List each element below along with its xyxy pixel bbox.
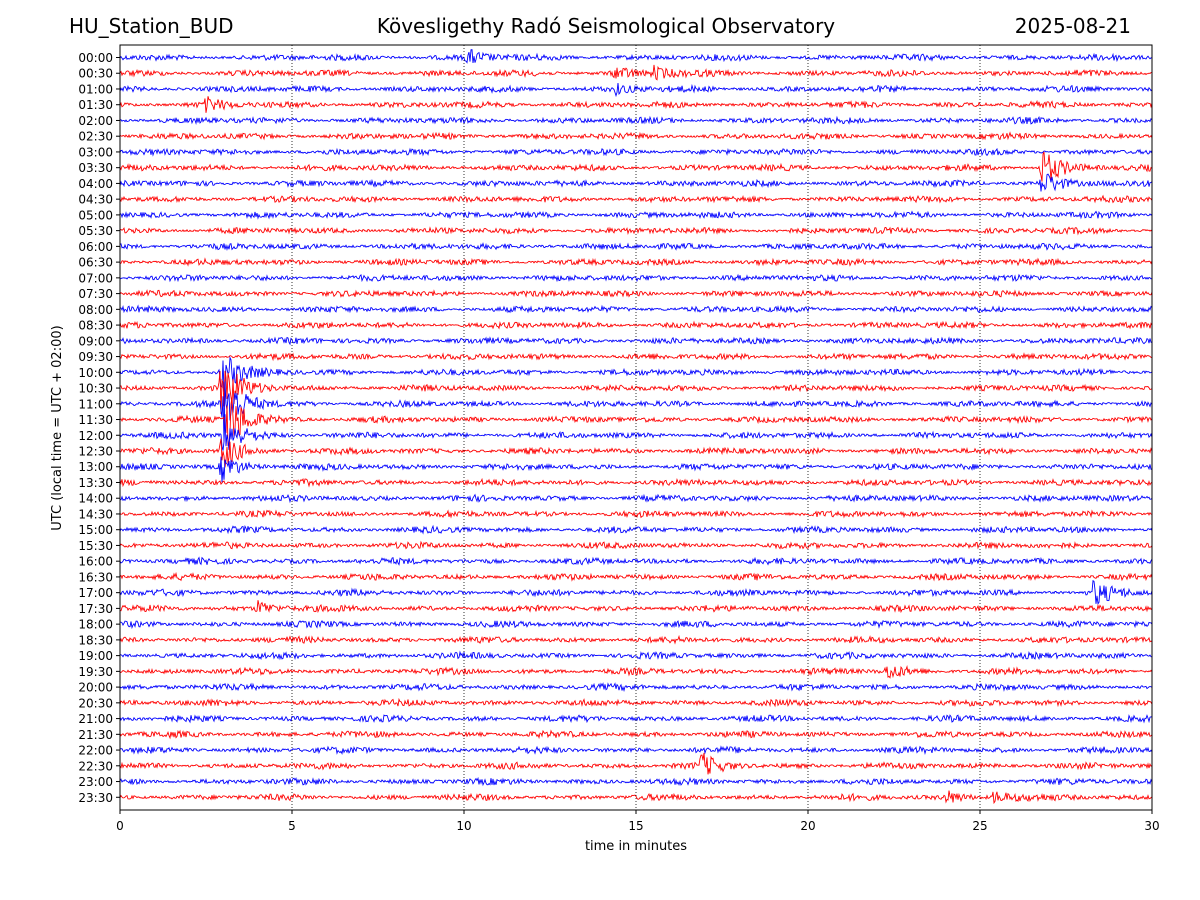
y-tick-label: 23:30 bbox=[78, 791, 113, 805]
trace-1500 bbox=[119, 524, 1153, 535]
y-tick-label: 04:00 bbox=[78, 177, 113, 191]
trace-1530 bbox=[119, 540, 1153, 550]
trace-1000 bbox=[119, 355, 1153, 392]
y-tick-label: 07:00 bbox=[78, 271, 113, 285]
gridlines-group bbox=[291, 45, 981, 810]
y-tick-label: 00:30 bbox=[78, 67, 113, 81]
x-tick-label: 30 bbox=[1144, 819, 1159, 833]
x-tick-label: 0 bbox=[116, 819, 124, 833]
trace-0100 bbox=[119, 83, 1153, 98]
y-tick-label: 09:30 bbox=[78, 350, 113, 364]
y-tick-label: 00:00 bbox=[78, 51, 113, 65]
y-tick-label: 11:00 bbox=[78, 397, 113, 411]
y-tick-label: 18:00 bbox=[78, 618, 113, 632]
y-tick-label: 14:00 bbox=[78, 492, 113, 506]
y-tick-label: 01:30 bbox=[78, 98, 113, 112]
y-tick-label: 10:00 bbox=[78, 366, 113, 380]
y-axis-label: UTC (local time = UTC + 02:00) bbox=[50, 325, 65, 530]
y-tick-label: 05:30 bbox=[78, 224, 113, 238]
y-tick-label: 22:30 bbox=[78, 759, 113, 773]
y-tick-label: 20:30 bbox=[78, 696, 113, 710]
x-tick-label: 25 bbox=[972, 819, 987, 833]
y-tick-label: 21:00 bbox=[78, 712, 113, 726]
y-tick-label: 13:00 bbox=[78, 460, 113, 474]
y-tick-label: 14:30 bbox=[78, 507, 113, 521]
y-tick-label: 12:00 bbox=[78, 429, 113, 443]
y-tick-label: 02:00 bbox=[78, 114, 113, 128]
trace-1730 bbox=[119, 600, 1153, 614]
y-tick-label: 04:30 bbox=[78, 193, 113, 207]
x-tick-label: 20 bbox=[800, 819, 815, 833]
trace-0730 bbox=[119, 289, 1153, 298]
y-tick-label: 12:30 bbox=[78, 445, 113, 459]
x-axis: 0 5 10 15 20 25 30 bbox=[116, 810, 1160, 833]
trace-1300 bbox=[119, 456, 1153, 483]
y-tick-label: 16:30 bbox=[78, 570, 113, 584]
y-tick-label: 19:30 bbox=[78, 665, 113, 679]
trace-2130 bbox=[119, 729, 1153, 740]
y-tick-label: 17:00 bbox=[78, 586, 113, 600]
y-tick-label: 09:00 bbox=[78, 334, 113, 348]
y-tick-label: 11:30 bbox=[78, 413, 113, 427]
trace-1100 bbox=[119, 381, 1153, 442]
x-tick-label: 10 bbox=[456, 819, 471, 833]
date-title: 2025-08-21 bbox=[1014, 14, 1131, 38]
y-tick-label: 03:30 bbox=[78, 161, 113, 175]
y-tick-label: 08:00 bbox=[78, 303, 113, 317]
trace-0130 bbox=[119, 96, 1153, 113]
y-tick-label: 22:00 bbox=[78, 744, 113, 758]
y-tick-label: 15:00 bbox=[78, 523, 113, 537]
x-tick-label: 5 bbox=[288, 819, 296, 833]
trace-1400 bbox=[119, 493, 1153, 504]
x-tick-label: 15 bbox=[628, 819, 643, 833]
trace-1030 bbox=[119, 370, 1153, 415]
observatory-title: Kövesligethy Radó Seismological Observat… bbox=[376, 14, 836, 38]
y-tick-label: 07:30 bbox=[78, 287, 113, 301]
y-tick-label: 06:30 bbox=[78, 256, 113, 270]
y-tick-label: 05:00 bbox=[78, 208, 113, 222]
station-title: HU_Station_BUD bbox=[69, 14, 234, 38]
x-axis-label: time in minutes bbox=[585, 839, 687, 854]
trace-0300 bbox=[119, 147, 1153, 157]
y-tick-label: 21:30 bbox=[78, 728, 113, 742]
trace-0900 bbox=[119, 336, 1153, 346]
y-tick-label: 10:30 bbox=[78, 382, 113, 396]
trace-1330 bbox=[119, 477, 1153, 488]
y-tick-label: 15:30 bbox=[78, 539, 113, 553]
y-tick-label: 17:30 bbox=[78, 602, 113, 616]
y-tick-label: 01:00 bbox=[78, 82, 113, 96]
trace-0000 bbox=[119, 49, 1153, 64]
y-tick-label: 03:00 bbox=[78, 145, 113, 159]
y-tick-label: 08:30 bbox=[78, 319, 113, 333]
y-tick-label: 06:00 bbox=[78, 240, 113, 254]
y-tick-label: 13:30 bbox=[78, 476, 113, 490]
y-tick-label: 02:30 bbox=[78, 130, 113, 144]
trace-0700 bbox=[119, 273, 1153, 283]
trace-0400 bbox=[119, 173, 1153, 192]
y-tick-label: 16:00 bbox=[78, 555, 113, 569]
trace-2300 bbox=[119, 776, 1153, 787]
trace-0500 bbox=[119, 210, 1153, 220]
y-tick-label: 18:30 bbox=[78, 633, 113, 647]
trace-0600 bbox=[119, 242, 1153, 252]
trace-1900 bbox=[119, 650, 1153, 661]
y-tick-label: 23:00 bbox=[78, 775, 113, 789]
y-tick-label: 20:00 bbox=[78, 681, 113, 695]
y-tick-label: 19:00 bbox=[78, 649, 113, 663]
